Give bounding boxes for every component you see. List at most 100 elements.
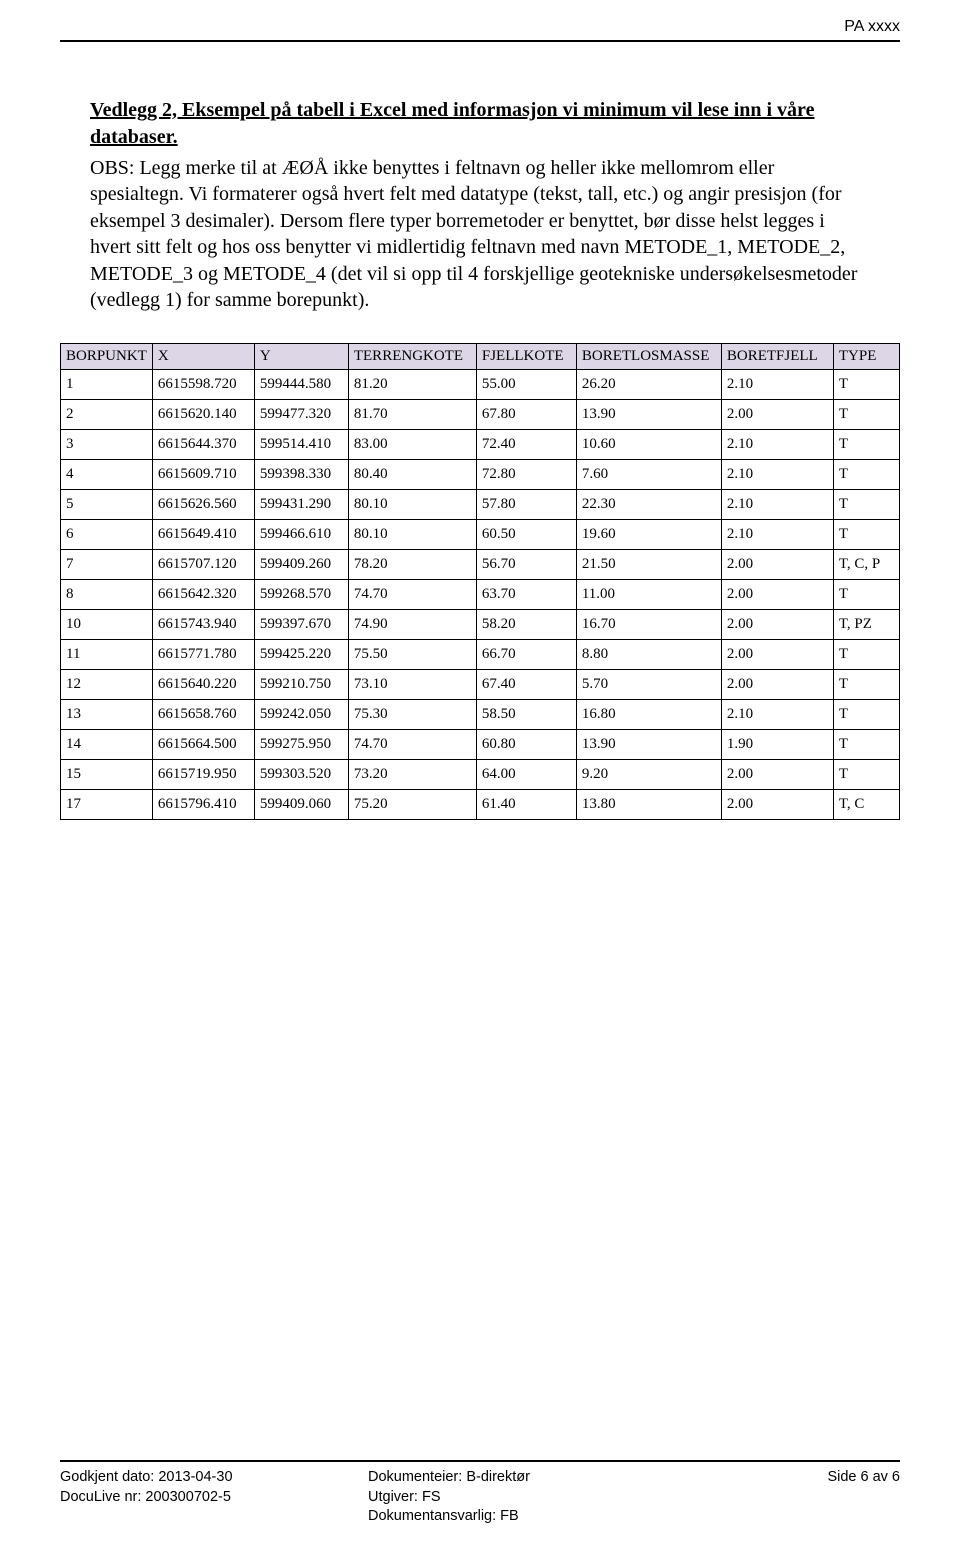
- section-heading: Vedlegg 2, Eksempel på tabell i Excel me…: [90, 97, 870, 151]
- table-cell: 2.10: [721, 520, 833, 550]
- table-row: 106615743.940599397.67074.9058.2016.702.…: [61, 610, 900, 640]
- table-cell: T: [833, 640, 899, 670]
- footer-right: Side 6 av 6: [732, 1468, 900, 1527]
- table-cell: T: [833, 430, 899, 460]
- table-cell: 599466.610: [254, 520, 348, 550]
- table-cell: 6615598.720: [152, 370, 254, 400]
- table-cell: 67.80: [476, 400, 576, 430]
- table-cell: 599514.410: [254, 430, 348, 460]
- table-row: 146615664.500599275.95074.7060.8013.901.…: [61, 730, 900, 760]
- table-cell: 599425.220: [254, 640, 348, 670]
- table-cell: 2.00: [721, 760, 833, 790]
- table-header-row: BORPUNKT X Y TERRENGKOTE FJELLKOTE BORET…: [61, 344, 900, 370]
- table-cell: 72.80: [476, 460, 576, 490]
- col-borpunkt: BORPUNKT: [61, 344, 153, 370]
- table-cell: 6615743.940: [152, 610, 254, 640]
- table-cell: 73.10: [348, 670, 476, 700]
- table-row: 46615609.710599398.33080.4072.807.602.10…: [61, 460, 900, 490]
- table-cell: T, C, P: [833, 550, 899, 580]
- footer-page-number: Side 6 av 6: [827, 1469, 900, 1485]
- table-cell: 6615609.710: [152, 460, 254, 490]
- table-cell: 2.00: [721, 610, 833, 640]
- table-cell: 6615644.370: [152, 430, 254, 460]
- table-cell: 6615719.950: [152, 760, 254, 790]
- table-cell: 2.00: [721, 580, 833, 610]
- table-cell: T: [833, 730, 899, 760]
- table-cell: 80.10: [348, 520, 476, 550]
- table-cell: 75.50: [348, 640, 476, 670]
- col-x: X: [152, 344, 254, 370]
- table-cell: 1: [61, 370, 153, 400]
- table-cell: T: [833, 670, 899, 700]
- table-cell: 80.40: [348, 460, 476, 490]
- table-cell: 15: [61, 760, 153, 790]
- table-cell: 57.80: [476, 490, 576, 520]
- table-cell: 6615771.780: [152, 640, 254, 670]
- table-row: 76615707.120599409.26078.2056.7021.502.0…: [61, 550, 900, 580]
- table-cell: 64.00: [476, 760, 576, 790]
- footer-publisher: Utgiver: FS: [368, 1489, 441, 1505]
- table-row: 116615771.780599425.22075.5066.708.802.0…: [61, 640, 900, 670]
- data-table: BORPUNKT X Y TERRENGKOTE FJELLKOTE BORET…: [60, 343, 900, 820]
- table-cell: 599477.320: [254, 400, 348, 430]
- table-cell: 6615642.320: [152, 580, 254, 610]
- table-cell: 2.10: [721, 430, 833, 460]
- table-cell: 13.80: [576, 790, 721, 820]
- table-cell: 56.70: [476, 550, 576, 580]
- table-cell: 55.00: [476, 370, 576, 400]
- table-cell: 6: [61, 520, 153, 550]
- table-cell: T: [833, 370, 899, 400]
- table-cell: 599303.520: [254, 760, 348, 790]
- table-cell: 7.60: [576, 460, 721, 490]
- table-cell: 58.50: [476, 700, 576, 730]
- table-cell: 17: [61, 790, 153, 820]
- intro-paragraph: OBS: Legg merke til at ÆØÅ ikke benyttes…: [90, 155, 870, 313]
- table-cell: 6615649.410: [152, 520, 254, 550]
- header-tag: PA xxxx: [844, 18, 900, 36]
- table-cell: 16.80: [576, 700, 721, 730]
- table-cell: T: [833, 490, 899, 520]
- table-cell: 12: [61, 670, 153, 700]
- table-row: 26615620.140599477.32081.7067.8013.902.0…: [61, 400, 900, 430]
- table-cell: 81.20: [348, 370, 476, 400]
- table-cell: 13: [61, 700, 153, 730]
- footer-approved-date: Godkjent dato: 2013-04-30: [60, 1469, 233, 1485]
- table-row: 86615642.320599268.57074.7063.7011.002.0…: [61, 580, 900, 610]
- table-cell: 19.60: [576, 520, 721, 550]
- table-row: 136615658.760599242.05075.3058.5016.802.…: [61, 700, 900, 730]
- table-cell: 11: [61, 640, 153, 670]
- table-cell: 13.90: [576, 400, 721, 430]
- table-cell: 66.70: [476, 640, 576, 670]
- footer-mid: Dokumenteier: B-direktør Utgiver: FS Dok…: [368, 1468, 732, 1527]
- table-cell: 21.50: [576, 550, 721, 580]
- table-cell: 599444.580: [254, 370, 348, 400]
- table-row: 176615796.410599409.06075.2061.4013.802.…: [61, 790, 900, 820]
- table-cell: 22.30: [576, 490, 721, 520]
- table-cell: 8: [61, 580, 153, 610]
- footer-responsible: Dokumentansvarlig: FB: [368, 1508, 519, 1524]
- table-cell: 2.10: [721, 460, 833, 490]
- col-terrengkote: TERRENGKOTE: [348, 344, 476, 370]
- table-cell: 2.10: [721, 370, 833, 400]
- table-cell: 599409.260: [254, 550, 348, 580]
- table-cell: 1.90: [721, 730, 833, 760]
- table-cell: 6615626.560: [152, 490, 254, 520]
- table-cell: 2.00: [721, 400, 833, 430]
- table-cell: 599275.950: [254, 730, 348, 760]
- table-cell: 10.60: [576, 430, 721, 460]
- table-cell: 83.00: [348, 430, 476, 460]
- table-cell: 78.20: [348, 550, 476, 580]
- table-cell: 75.20: [348, 790, 476, 820]
- header-rule: [60, 40, 900, 42]
- table-cell: 58.20: [476, 610, 576, 640]
- table-cell: 599397.670: [254, 610, 348, 640]
- table-cell: T: [833, 460, 899, 490]
- table-cell: 14: [61, 730, 153, 760]
- table-cell: 3: [61, 430, 153, 460]
- table-cell: 599210.750: [254, 670, 348, 700]
- footer-left: Godkjent dato: 2013-04-30 DocuLive nr: 2…: [60, 1468, 368, 1527]
- table-cell: 2: [61, 400, 153, 430]
- table-cell: 2.00: [721, 640, 833, 670]
- table-cell: 74.70: [348, 730, 476, 760]
- table-cell: 63.70: [476, 580, 576, 610]
